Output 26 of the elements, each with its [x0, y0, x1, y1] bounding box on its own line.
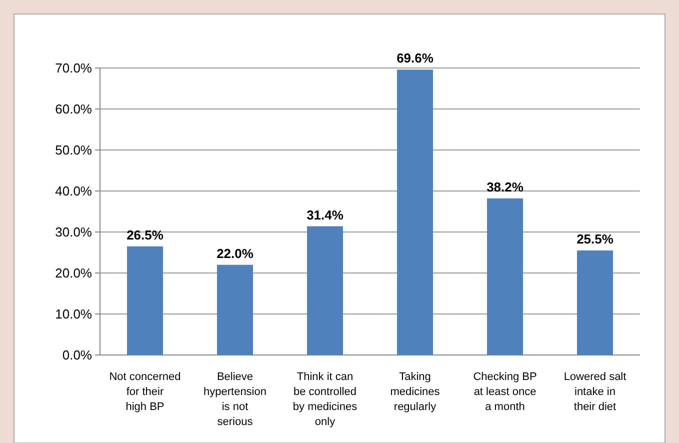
x-tick-label: Believe hypertension is not serious [204, 371, 266, 428]
x-tick-label: Think it can be controlled by medicines only [292, 371, 358, 428]
y-tick-label: 50.0% [55, 142, 92, 158]
x-tick-label: Taking medicines regularly [390, 371, 440, 413]
y-tick-label: 60.0% [55, 102, 92, 117]
y-tick-label: 70.0% [55, 60, 92, 76]
data-label: 31.4% [306, 207, 344, 222]
y-tick-label: 10.0% [55, 306, 92, 322]
data-label: 22.0% [216, 246, 254, 261]
x-tick-label: Lowered salt intake in their diet [564, 371, 626, 413]
x-tick-label: Not concerned for their high BP [109, 371, 181, 413]
data-label: 69.6% [396, 50, 434, 66]
y-tick-label: 20.0% [55, 266, 92, 281]
bar [127, 246, 163, 355]
y-tick-label: 40.0% [55, 184, 92, 199]
y-tick-label: 0.0% [62, 348, 92, 363]
data-label: 38.2% [486, 179, 524, 194]
y-tick-label: 30.0% [55, 224, 92, 240]
bar [487, 198, 523, 355]
bar [307, 226, 343, 355]
bar [217, 264, 253, 355]
x-tick-label: Checking BP at least once a month [473, 371, 537, 413]
data-label: 26.5% [126, 227, 164, 242]
bar [577, 250, 613, 355]
bar [397, 70, 433, 355]
data-label: 25.5% [576, 231, 614, 246]
